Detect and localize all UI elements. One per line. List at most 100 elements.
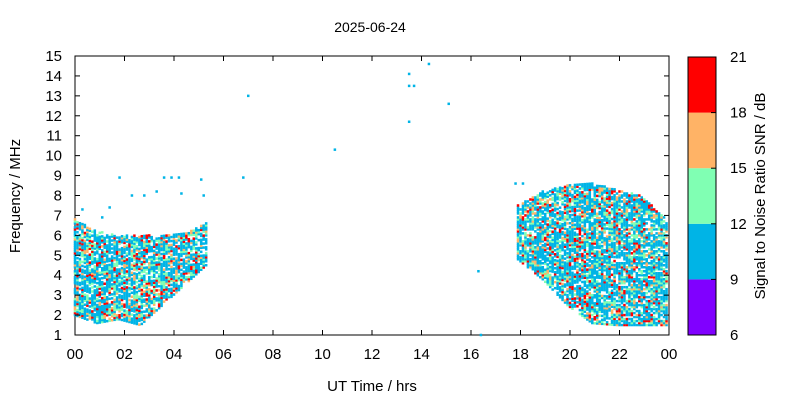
data-point	[162, 250, 166, 254]
data-point	[556, 207, 559, 211]
data-point	[655, 262, 658, 265]
data-point	[192, 255, 196, 258]
data-point	[544, 204, 547, 208]
data-point	[115, 306, 119, 309]
data-point	[534, 260, 537, 263]
data-point	[529, 246, 532, 249]
data-point	[586, 192, 589, 196]
data-point	[563, 205, 567, 209]
data-point	[78, 257, 82, 261]
data-point	[638, 313, 641, 317]
data-point	[615, 303, 619, 307]
data-point	[588, 272, 592, 275]
data-point	[113, 236, 116, 240]
data-point	[566, 216, 569, 219]
data-point	[83, 261, 87, 265]
data-point	[655, 271, 658, 275]
data-point	[167, 252, 171, 255]
data-point	[167, 244, 171, 247]
data-point	[615, 305, 619, 309]
data-point	[652, 305, 656, 309]
data-point	[625, 204, 629, 207]
data-point	[175, 267, 178, 270]
data-point	[519, 228, 522, 231]
data-point	[105, 286, 109, 289]
data-point	[152, 275, 156, 279]
data-point	[143, 248, 146, 252]
data-point	[598, 262, 601, 266]
data-point	[650, 262, 653, 265]
data-point	[605, 289, 609, 292]
data-point	[541, 226, 545, 229]
data-point	[583, 188, 587, 192]
data-point	[662, 299, 666, 303]
data-point	[546, 275, 549, 278]
data-point	[548, 225, 552, 229]
data-point	[608, 223, 611, 227]
data-point	[640, 297, 644, 301]
data-point	[548, 273, 552, 277]
data-point	[133, 240, 136, 243]
data-point	[586, 276, 589, 279]
data-point	[544, 238, 547, 242]
data-point	[135, 294, 139, 298]
data-point	[603, 268, 606, 272]
data-point	[155, 263, 158, 266]
data-point	[556, 271, 559, 275]
data-point	[620, 265, 624, 269]
data-point	[150, 301, 153, 305]
data-point	[110, 301, 114, 304]
data-point	[610, 227, 614, 231]
data-point	[165, 266, 168, 269]
data-point	[593, 294, 596, 297]
data-point	[598, 188, 601, 192]
data-point	[536, 232, 540, 235]
data-point	[578, 245, 582, 248]
data-point	[135, 316, 139, 320]
data-point	[647, 228, 651, 231]
data-point	[152, 253, 156, 257]
data-point	[96, 251, 99, 255]
data-point	[598, 306, 601, 309]
data-point	[135, 308, 139, 312]
data-point	[630, 256, 634, 259]
data-point	[576, 255, 579, 258]
data-point	[652, 283, 656, 287]
data-point	[76, 256, 79, 260]
data-point	[561, 262, 564, 266]
data-point	[167, 248, 171, 251]
data-point	[73, 291, 77, 295]
data-point	[145, 288, 149, 291]
data-point	[652, 216, 656, 219]
data-point	[199, 256, 203, 260]
data-point	[556, 249, 559, 253]
data-point	[98, 301, 101, 304]
data-point	[610, 209, 614, 213]
data-point	[177, 260, 181, 264]
data-point	[105, 256, 109, 259]
data-point	[652, 297, 656, 301]
data-point	[608, 271, 611, 274]
data-point	[665, 226, 668, 229]
data-point	[566, 240, 569, 243]
data-point	[561, 203, 564, 206]
data-point	[561, 246, 564, 250]
data-point	[623, 198, 626, 201]
data-point	[534, 254, 537, 257]
data-point	[586, 188, 589, 192]
data-point	[643, 319, 646, 323]
data-point	[160, 248, 163, 252]
data-point	[591, 293, 594, 297]
data-point	[568, 301, 572, 305]
data-point	[91, 316, 94, 319]
colorbar-frame	[687, 56, 717, 336]
data-point	[76, 227, 79, 230]
data-point	[603, 227, 606, 230]
data-point	[551, 288, 554, 291]
data-point	[623, 212, 626, 215]
data-point	[595, 252, 599, 255]
data-point	[157, 237, 161, 240]
data-point	[593, 192, 596, 195]
data-point	[167, 293, 171, 297]
data-point	[529, 240, 532, 243]
